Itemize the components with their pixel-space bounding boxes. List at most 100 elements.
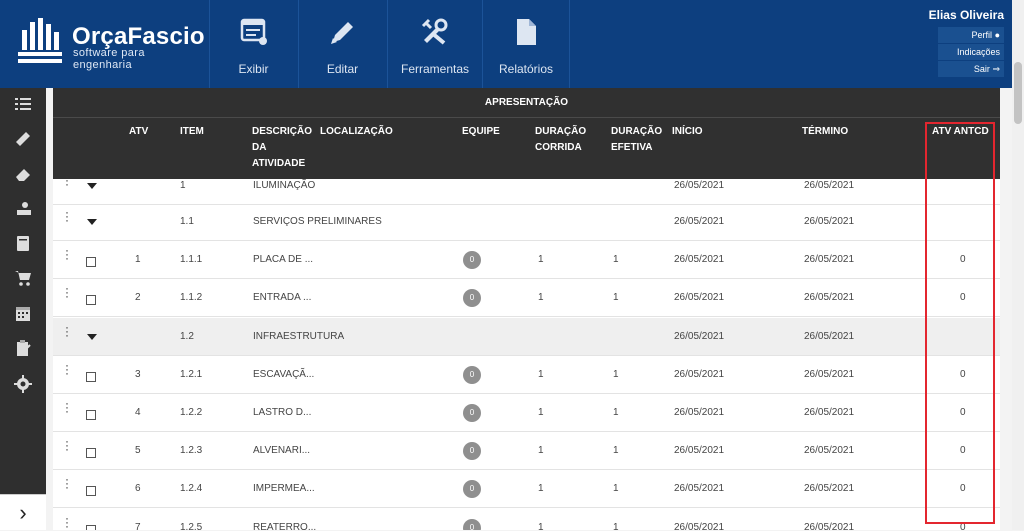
cell-descricao: ENTRADA ... bbox=[253, 292, 312, 303]
list-icon[interactable] bbox=[13, 94, 33, 114]
row-checkbox[interactable] bbox=[86, 525, 96, 530]
team-count-badge[interactable]: 0 bbox=[463, 480, 481, 498]
scrollbar-thumb[interactable] bbox=[1014, 62, 1022, 124]
cell-duracao-corrida: 1 bbox=[538, 445, 544, 456]
schedule-table: APRESENTAÇÃO ATV ITEM DESCRIÇÃO DA ATIVI… bbox=[53, 88, 1000, 530]
table-row[interactable]: · · · 1.2 INFRAESTRUTURA 26/05/2021 26/05/2021 bbox=[53, 318, 1000, 356]
col-equipe[interactable]: EQUIPE bbox=[462, 126, 500, 137]
row-menu-icon[interactable]: · · · bbox=[65, 205, 69, 227]
book-icon[interactable] bbox=[13, 233, 33, 253]
profile-button[interactable]: Perfil ● bbox=[938, 27, 1004, 43]
cell-descricao: INFRAESTRUTURA bbox=[253, 331, 345, 342]
calendar-icon[interactable] bbox=[13, 303, 33, 323]
cell-descricao: ESCAVAÇÃ... bbox=[253, 369, 315, 380]
cell-descricao: LASTRO D... bbox=[253, 407, 312, 418]
nav-relatorios-button[interactable]: Relatórios bbox=[482, 0, 570, 88]
cell-item: 1 bbox=[180, 180, 186, 191]
cell-duracao-corrida: 1 bbox=[538, 522, 544, 530]
cell-item: 1.2 bbox=[180, 331, 194, 342]
cell-termino: 26/05/2021 bbox=[804, 407, 855, 418]
nav-exibir-button[interactable]: Exibir bbox=[209, 0, 297, 88]
expand-caret-icon[interactable] bbox=[87, 183, 97, 189]
lock-person-icon[interactable] bbox=[13, 198, 33, 218]
row-menu-icon[interactable]: · · · bbox=[65, 243, 69, 265]
row-menu-icon[interactable]: · · · bbox=[65, 472, 69, 494]
col-atv[interactable]: ATV bbox=[129, 126, 149, 137]
cell-inicio: 26/05/2021 bbox=[674, 292, 725, 303]
sidebar: › bbox=[0, 88, 46, 530]
expand-caret-icon[interactable] bbox=[87, 334, 97, 340]
row-checkbox[interactable] bbox=[86, 448, 96, 458]
eraser-icon[interactable] bbox=[13, 164, 33, 184]
team-count-badge[interactable]: 0 bbox=[463, 251, 481, 269]
cell-item: 1.2.1 bbox=[180, 369, 203, 380]
row-checkbox[interactable] bbox=[86, 257, 96, 267]
col-item[interactable]: ITEM bbox=[180, 126, 204, 137]
cell-atv: 6 bbox=[135, 483, 141, 494]
team-count-badge[interactable]: 0 bbox=[463, 366, 481, 384]
table-row[interactable]: · · · 7 1.2.5 REATERRO... 1 1 26/05/2021 26/05/20… bbox=[53, 509, 1000, 530]
table-row[interactable]: · · · 1 ILUMINAÇÃO 26/05/2021 26/05/2021 bbox=[53, 167, 1000, 205]
cell-duracao-corrida: 1 bbox=[538, 483, 544, 494]
cell-inicio: 26/05/2021 bbox=[674, 522, 725, 530]
row-menu-icon[interactable]: · · · bbox=[65, 281, 69, 303]
table-row[interactable]: · · · 5 1.2.3 ALVENARI... 1 1 26/05/2021 26/05/20… bbox=[53, 432, 1000, 470]
row-menu-icon[interactable]: · · · bbox=[65, 434, 69, 456]
col-duracao-efetiva[interactable]: DURAÇÃO EFETIVA bbox=[611, 126, 663, 153]
nav-editar-button[interactable]: Editar bbox=[298, 0, 386, 88]
expand-caret-icon[interactable] bbox=[87, 219, 97, 225]
brand-tagline: software para engenharia bbox=[73, 47, 145, 71]
table-row[interactable]: · · · 1.1 SERVIÇOS PRELIMINARES 26/05/2021 26/… bbox=[53, 203, 1000, 241]
cell-duracao-corrida: 1 bbox=[538, 292, 544, 303]
col-inicio[interactable]: INÍCIO bbox=[672, 126, 703, 137]
cell-termino: 26/05/2021 bbox=[804, 369, 855, 380]
profile-label: Perfil bbox=[971, 30, 993, 40]
clipboard-icon[interactable] bbox=[13, 338, 33, 358]
sidebar-expand-button[interactable]: › bbox=[0, 494, 46, 530]
top-bar: OrçaFascio software para engenharia Exib… bbox=[0, 0, 1024, 88]
cell-termino: 26/05/2021 bbox=[804, 522, 855, 530]
row-menu-icon[interactable]: · · · bbox=[65, 511, 69, 530]
row-checkbox[interactable] bbox=[86, 295, 96, 305]
row-checkbox[interactable] bbox=[86, 372, 96, 382]
team-count-badge[interactable]: 0 bbox=[463, 519, 481, 530]
ruler-icon[interactable] bbox=[13, 128, 33, 148]
page-scrollbar[interactable] bbox=[1012, 0, 1024, 530]
table-row[interactable]: · · · 1 1.1.1 PLACA DE ... 1 1 26/05/2021 26/05/2… bbox=[53, 241, 1000, 279]
row-checkbox[interactable] bbox=[86, 410, 96, 420]
row-checkbox[interactable] bbox=[86, 486, 96, 496]
referrals-button[interactable]: Indicações bbox=[938, 44, 1004, 60]
cell-descricao: REATERRO... bbox=[253, 522, 317, 530]
team-count-badge[interactable]: 0 bbox=[463, 404, 481, 422]
col-atv-antcd[interactable]: ATV ANTCD bbox=[932, 126, 989, 137]
table-row[interactable]: · · · 4 1.2.2 LASTRO D... 1 1 26/05/2021 26/05/20… bbox=[53, 394, 1000, 432]
cell-atv-antcd: 0 bbox=[960, 445, 966, 456]
col-duracao-corrida[interactable]: DURAÇÃO CORRIDA bbox=[535, 126, 587, 153]
logout-button[interactable]: Sair ⇒ bbox=[938, 61, 1004, 77]
cell-atv-antcd: 0 bbox=[960, 254, 966, 265]
cell-item: 1.1 bbox=[180, 216, 194, 227]
pencil-icon bbox=[299, 16, 386, 48]
col-localizacao[interactable]: LOCALIZAÇÃO bbox=[320, 126, 393, 137]
logo[interactable]: OrçaFascio software para engenharia bbox=[10, 14, 206, 71]
gear-icon[interactable] bbox=[13, 374, 33, 394]
cell-descricao: PLACA DE ... bbox=[253, 254, 314, 265]
row-menu-icon[interactable]: · · · bbox=[65, 169, 69, 191]
row-menu-icon[interactable]: · · · bbox=[65, 320, 69, 342]
row-menu-icon[interactable]: · · · bbox=[65, 396, 69, 418]
table-row[interactable]: · · · 6 1.2.4 IMPERMEA... 1 1 26/05/2021 26/05/20… bbox=[53, 470, 1000, 508]
table-row[interactable]: · · · 2 1.1.2 ENTRADA ... 1 1 26/05/2021 26/05/20… bbox=[53, 279, 1000, 317]
cell-termino: 26/05/2021 bbox=[804, 292, 855, 303]
team-count-badge[interactable]: 0 bbox=[463, 289, 481, 307]
cell-atv-antcd: 0 bbox=[960, 483, 966, 494]
col-termino[interactable]: TÉRMINO bbox=[802, 126, 849, 137]
row-menu-icon[interactable]: · · · bbox=[65, 358, 69, 380]
nav-ferramentas-button[interactable]: Ferramentas bbox=[387, 0, 482, 88]
cell-descricao: ALVENARI... bbox=[253, 445, 311, 456]
team-count-badge[interactable]: 0 bbox=[463, 442, 481, 460]
cart-icon[interactable] bbox=[13, 268, 33, 288]
cell-atv: 5 bbox=[135, 445, 141, 456]
table-row[interactable]: · · · 3 1.2.1 ESCAVAÇÃ... 1 1 26/05/2021 26/05/20… bbox=[53, 356, 1000, 394]
col-descricao[interactable]: DESCRIÇÃO DA ATIVIDADE bbox=[252, 126, 313, 169]
cell-duracao-efetiva: 1 bbox=[613, 369, 619, 380]
